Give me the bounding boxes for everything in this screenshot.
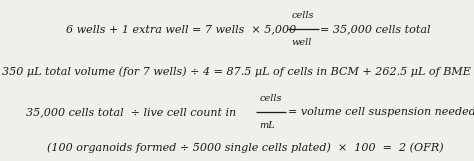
Text: cells: cells (260, 94, 282, 103)
Text: 35,000 cells total  ÷ live cell count in: 35,000 cells total ÷ live cell count in (26, 107, 236, 117)
Text: 350 μL total volume (for 7 wells) ÷ 4 = 87.5 μL of cells in BCM + 262.5 μL of BM: 350 μL total volume (for 7 wells) ÷ 4 = … (2, 66, 471, 77)
Text: 6 wells + 1 extra well = 7 wells  × 5,000: 6 wells + 1 extra well = 7 wells × 5,000 (66, 24, 297, 34)
Text: mL: mL (260, 121, 275, 130)
Text: (100 organoids formed ÷ 5000 single cells plated)  ×  100  =  2 (OFR): (100 organoids formed ÷ 5000 single cell… (47, 142, 444, 153)
Text: = 35,000 cells total: = 35,000 cells total (320, 24, 430, 34)
Text: = volume cell suspension needed: = volume cell suspension needed (288, 107, 474, 117)
Text: well: well (292, 38, 312, 47)
Text: cells: cells (292, 11, 314, 20)
